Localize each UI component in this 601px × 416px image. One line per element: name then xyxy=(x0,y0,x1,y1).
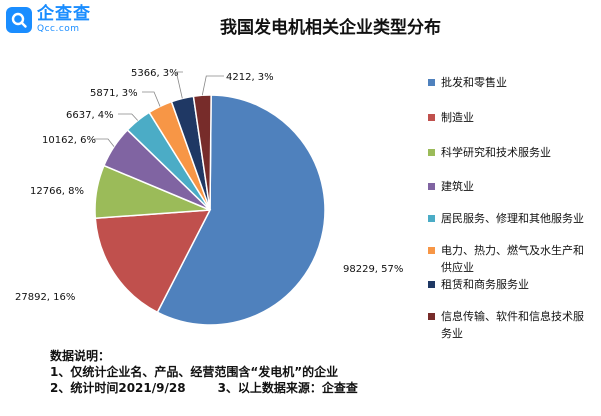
slice-leader-line xyxy=(142,91,161,107)
brand-logo: 企查查 Qcc.com xyxy=(6,6,91,34)
legend-label: 租赁和商务服务业 xyxy=(441,278,529,291)
slice-data-label: 10162, 6% xyxy=(42,135,96,146)
brand-name: 企查查 xyxy=(37,4,91,24)
notes-heading: 数据说明： xyxy=(50,349,111,363)
legend-swatch xyxy=(428,149,435,156)
slice-data-label: 5366, 3% xyxy=(131,68,179,79)
pie-slice xyxy=(156,94,326,326)
notes-line-2: 2、统计时间2021/9/28 xyxy=(50,381,186,395)
legend-item: 建筑业 xyxy=(428,178,589,195)
legend-swatch xyxy=(428,247,435,254)
slice-data-label: 5871, 3% xyxy=(90,88,138,99)
chart-title: 我国发电机相关企业类型分布 xyxy=(220,18,441,38)
legend-swatch xyxy=(428,313,435,320)
slice-leader-line xyxy=(201,75,224,96)
legend-item: 电力、热力、燃气及水生产和供应业 xyxy=(428,242,589,276)
brand-logo-icon xyxy=(6,7,32,33)
legend-item: 制造业 xyxy=(428,109,589,126)
legend-swatch xyxy=(428,281,435,288)
legend-item: 居民服务、修理和其他服务业 xyxy=(428,210,589,227)
legend-item: 批发和零售业 xyxy=(428,74,589,91)
legend-label: 居民服务、修理和其他服务业 xyxy=(441,212,584,225)
legend-label: 建筑业 xyxy=(441,180,474,193)
legend-label: 批发和零售业 xyxy=(441,76,507,89)
brand-url: Qcc.com xyxy=(37,24,80,34)
legend-swatch xyxy=(428,114,435,121)
slice-leader-line xyxy=(94,138,115,147)
legend-label: 电力、热力、燃气及水生产和供应业 xyxy=(441,244,584,274)
legend-item: 科学研究和技术服务业 xyxy=(428,144,589,161)
legend-label: 制造业 xyxy=(441,111,474,124)
legend-swatch xyxy=(428,79,435,86)
notes-line-3: 3、以上数据来源：企查查 xyxy=(217,381,358,395)
pie-slice xyxy=(94,209,212,314)
pie-slice xyxy=(192,94,212,211)
slice-data-label: 27892, 16% xyxy=(15,292,75,303)
legend-item: 信息传输、软件和信息技术服务业 xyxy=(428,308,589,342)
slice-leader-line xyxy=(118,113,139,121)
legend-swatch xyxy=(428,215,435,222)
legend-swatch xyxy=(428,183,435,190)
notes-line-1: 1、仅统计企业名、产品、经营范围含“发电机”的企业 xyxy=(50,365,339,379)
legend-label: 信息传输、软件和信息技术服务业 xyxy=(441,310,584,340)
slice-data-label: 6637, 4% xyxy=(66,110,114,121)
legend-item: 租赁和商务服务业 xyxy=(428,276,589,293)
data-notes: 数据说明： 1、仅统计企业名、产品、经营范围含“发电机”的企业 2、统计时间20… xyxy=(50,348,358,396)
slice-data-label: 4212, 3% xyxy=(226,72,274,83)
slice-data-label: 98229, 57% xyxy=(343,264,403,275)
slice-data-label: 12766, 8% xyxy=(30,186,84,197)
slice-leader-line xyxy=(175,71,183,99)
legend-label: 科学研究和技术服务业 xyxy=(441,146,551,159)
